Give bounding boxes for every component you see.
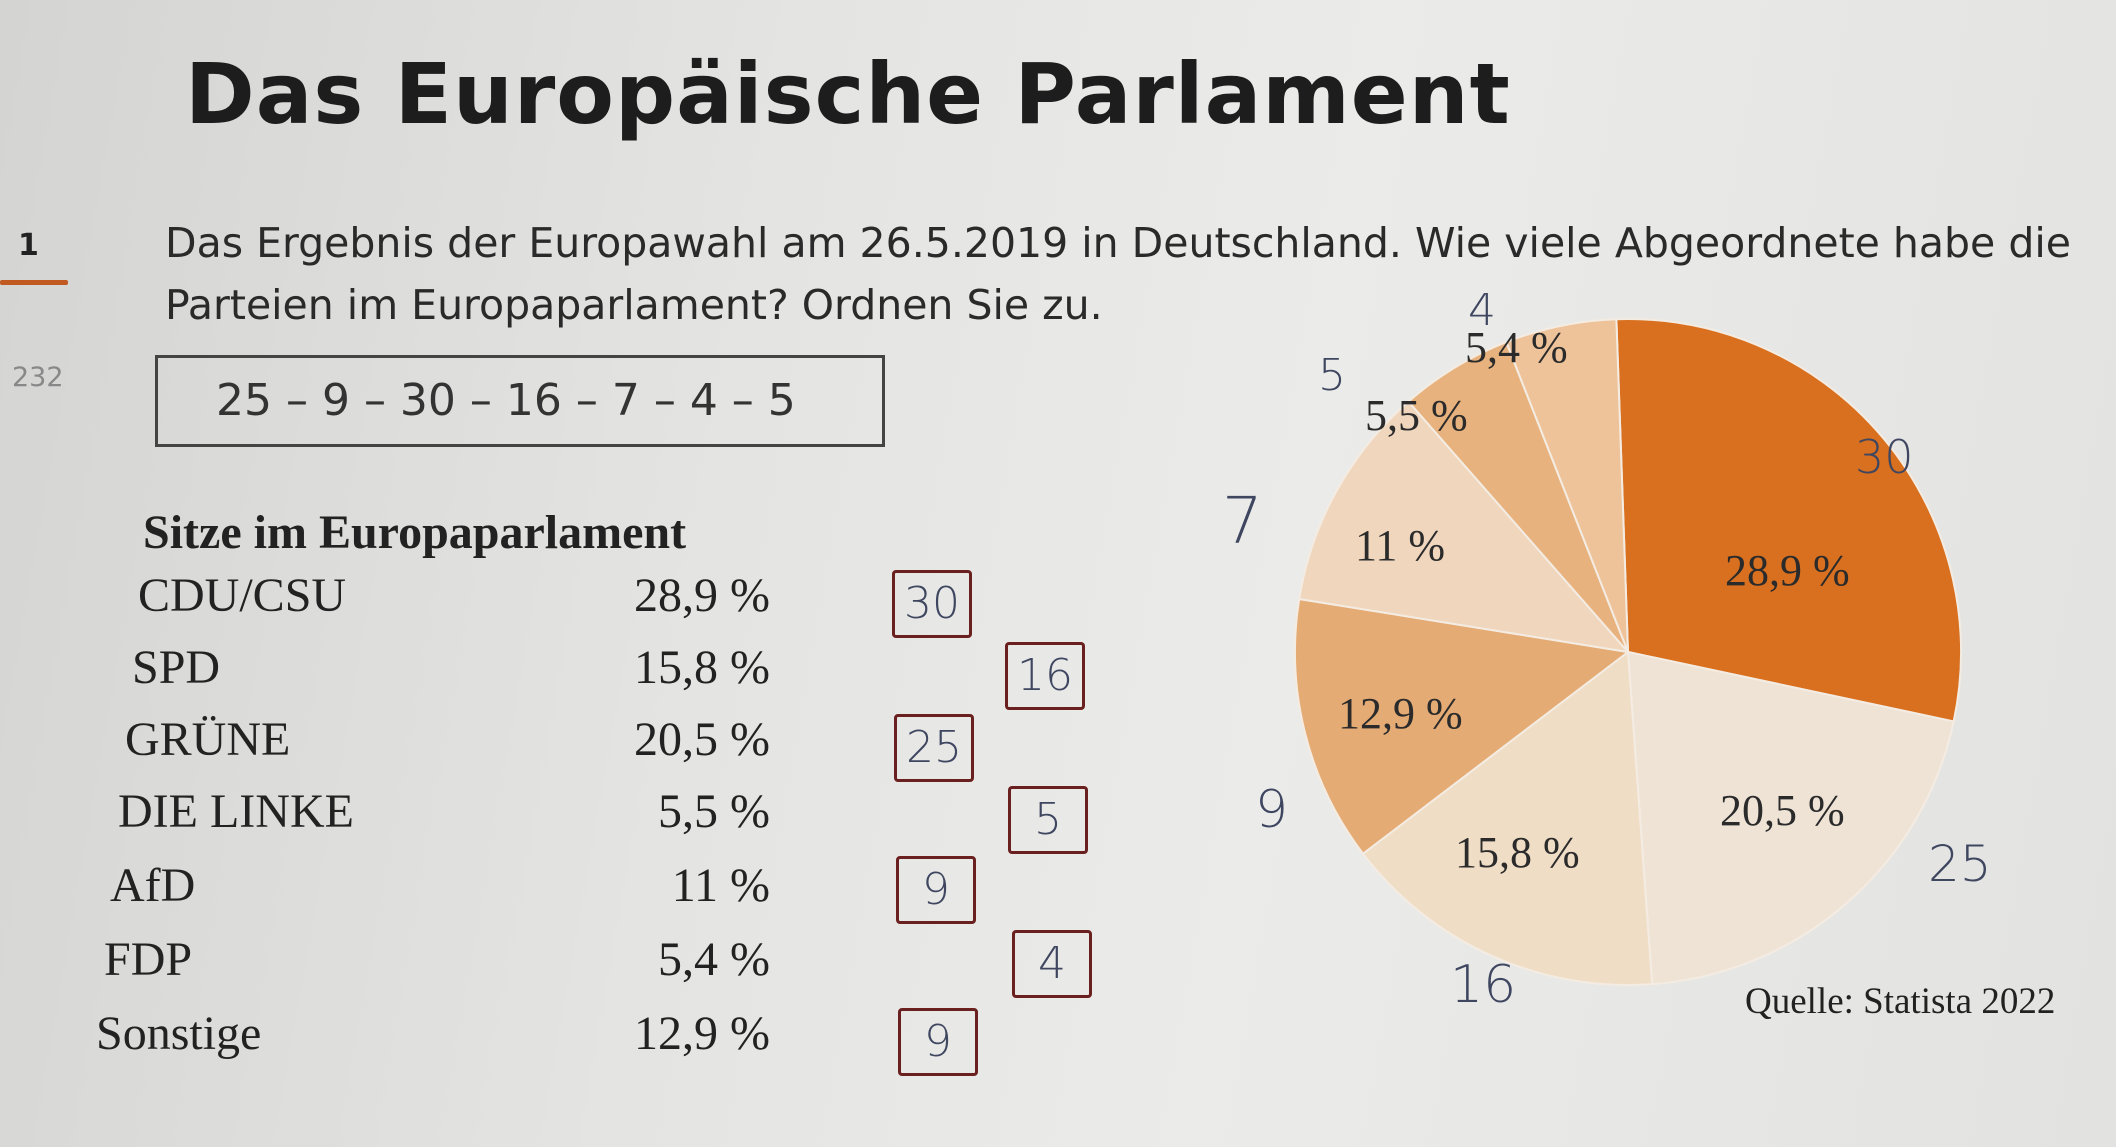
handwritten-note: 25 <box>1928 835 1992 893</box>
pie-label: 28,9 % <box>1725 546 1850 595</box>
handwritten-note: 5 <box>1318 350 1346 401</box>
answer-box[interactable]: 4 <box>1012 930 1092 998</box>
page-reference: 232 <box>12 362 64 393</box>
pie-slice-0 <box>1615 318 1962 723</box>
answer-box[interactable]: 9 <box>898 1008 978 1076</box>
task-number: 1 <box>18 228 39 263</box>
source-note: Quelle: Statista 2022 <box>1745 981 2056 1022</box>
party-name: AfD <box>110 859 196 912</box>
task-number-underline <box>0 280 68 285</box>
answer-box[interactable]: 16 <box>1005 642 1085 710</box>
handwritten-note: 4 <box>1468 285 1496 336</box>
pie-slice-1 <box>1626 650 1955 986</box>
party-percent: 15,8 % <box>634 641 770 694</box>
page-title: Das Europäische Parlament <box>185 45 1511 143</box>
number-options-box: 25 – 9 – 30 – 16 – 7 – 4 – 5 <box>155 355 885 447</box>
pie-label: 5,5 % <box>1365 391 1468 440</box>
party-name: DIE LINKE <box>118 785 354 838</box>
party-name: GRÜNE <box>125 713 291 766</box>
pie-label: 12,9 % <box>1338 689 1463 738</box>
pie-slice-3 <box>1294 597 1631 856</box>
party-name: CDU/CSU <box>138 569 347 622</box>
answer-box[interactable]: 25 <box>894 714 974 782</box>
pie-slice-6 <box>1504 318 1629 653</box>
task-instructions: Das Ergebnis der Europawahl am 26.5.2019… <box>165 219 2071 329</box>
answer-box[interactable]: 5 <box>1008 786 1088 854</box>
party-percent: 11 % <box>671 859 770 912</box>
party-percent: 5,4 % <box>658 933 770 986</box>
answer-box[interactable]: 30 <box>892 570 972 638</box>
pie-slice-2 <box>1361 650 1654 986</box>
handwritten-note: 9 <box>1255 780 1289 840</box>
party-percent: 28,9 % <box>634 569 770 622</box>
party-name: SPD <box>132 641 221 694</box>
party-name: Sonstige <box>96 1007 262 1060</box>
handwritten-note: 16 <box>1450 955 1517 1015</box>
handwritten-note: 30 <box>1855 430 1914 484</box>
pie-label: 15,8 % <box>1455 828 1580 877</box>
answer-box[interactable]: 9 <box>896 856 976 924</box>
pie-slice-4 <box>1298 400 1631 654</box>
party-name: FDP <box>104 933 193 986</box>
table-heading: Sitze im Europaparlament <box>143 506 687 559</box>
party-percent: 12,9 % <box>634 1007 770 1060</box>
pie-label: 20,5 % <box>1720 786 1845 835</box>
pie-label: 5,4 % <box>1465 323 1568 372</box>
pie-label: 11 % <box>1355 521 1446 570</box>
party-percent: 5,5 % <box>658 785 770 838</box>
party-percent: 20,5 % <box>634 713 770 766</box>
handwritten-note: 7 <box>1222 485 1263 559</box>
